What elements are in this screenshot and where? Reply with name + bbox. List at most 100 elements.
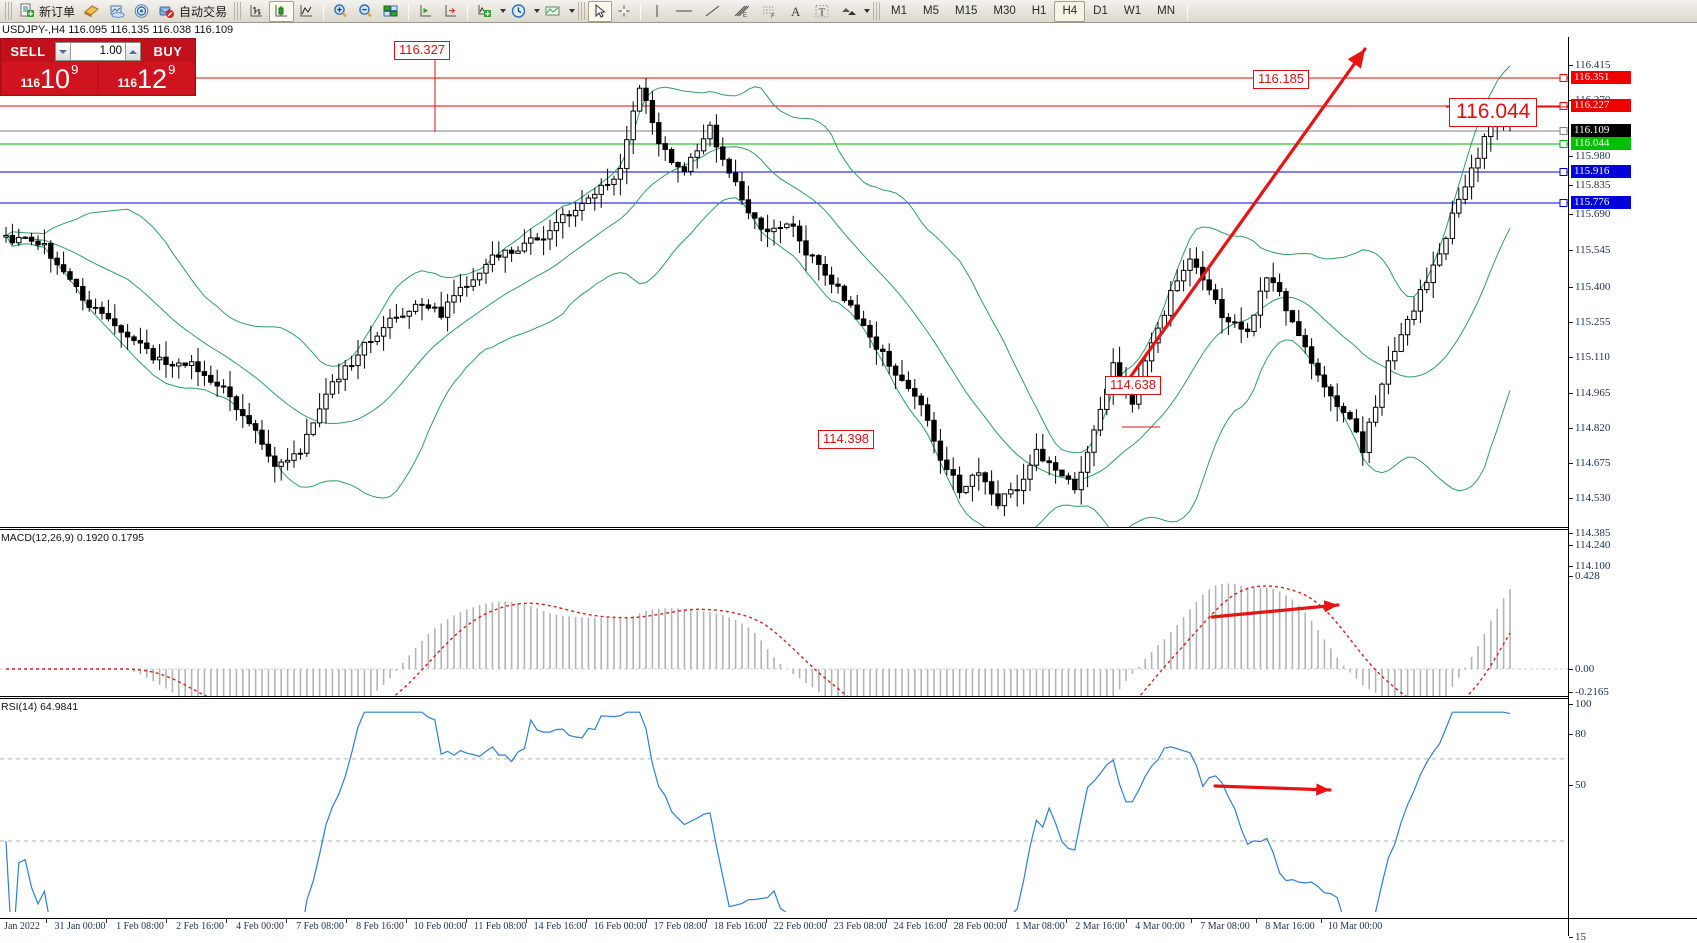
shapes-dropdown-caret[interactable]: [864, 9, 871, 13]
zoom-out-button[interactable]: [353, 1, 378, 22]
fibonacci-f-button[interactable]: F: [755, 1, 783, 22]
price-callout[interactable]: 114.638: [1105, 376, 1162, 395]
autotrading-button[interactable]: 自动交易: [154, 1, 231, 22]
cursor-button[interactable]: [588, 0, 613, 22]
time-tick: [1006, 919, 1007, 923]
time-tick: [646, 919, 647, 923]
candlesticks: [3, 78, 1513, 517]
price-marker-last-price[interactable]: 116.109: [1571, 124, 1631, 137]
signal-button[interactable]: [129, 1, 154, 22]
price-marker-support[interactable]: 115.776: [1571, 196, 1631, 209]
new-order-button[interactable]: 新订单: [15, 1, 79, 22]
shapes-button[interactable]: [835, 1, 861, 22]
price-tick: [1569, 357, 1573, 358]
toolbar-separator-1: [323, 2, 325, 20]
new-order-label: 新订单: [39, 4, 76, 19]
pane-separator-2b: [0, 698, 1568, 699]
price-tick: [1569, 393, 1573, 394]
toolbar-grip-2[interactable]: [234, 2, 242, 20]
timeframe-d1[interactable]: D1: [1093, 5, 1108, 17]
indicators-dropdown-caret[interactable]: [500, 9, 507, 13]
price-marker-support[interactable]: 115.916: [1571, 165, 1631, 178]
time-axis-label: 11 Feb 08:00: [473, 921, 527, 932]
volume-stepper[interactable]: 1.00: [55, 42, 141, 61]
period-button[interactable]: [506, 1, 531, 22]
timeframe-h4[interactable]: H4: [1054, 0, 1086, 22]
buy-button[interactable]: BUY: [153, 44, 183, 59]
price-scale-label: 115.980: [1575, 150, 1611, 162]
one-click-trading-panel[interactable]: SELL 1.00 BUY 116 10 9 116 12 9: [0, 38, 196, 96]
price-scale-label: 115.835: [1575, 179, 1611, 191]
time-tick: [946, 919, 947, 923]
volume-decrease-button[interactable]: [56, 43, 71, 60]
toolbar-grip-3[interactable]: [578, 2, 586, 20]
sell-button[interactable]: SELL: [10, 44, 46, 59]
macd-pane[interactable]: [0, 531, 1568, 696]
price-marker-resistance[interactable]: 116.227: [1571, 99, 1631, 112]
rsi-pane[interactable]: [0, 700, 1568, 912]
volume-input[interactable]: 1.00: [99, 45, 122, 57]
fibonacci-retracement-icon: F: [763, 6, 775, 19]
zoom-out-icon: [359, 4, 372, 18]
trade-panel-prices: 116 10 9 116 12 9: [1, 62, 195, 95]
candlestick-chart-button[interactable]: [269, 0, 295, 22]
timeframe-m15[interactable]: M15: [955, 5, 978, 17]
price-pane[interactable]: [0, 37, 1568, 527]
price-callout[interactable]: 114.398: [818, 430, 875, 449]
text-label-button[interactable]: T: [809, 1, 835, 22]
bar-chart-button[interactable]: [244, 1, 269, 22]
indicator-tick: [1569, 785, 1573, 786]
template-button[interactable]: [79, 1, 104, 22]
toolbar-separator-2: [408, 2, 410, 20]
timeframe-mn[interactable]: MN: [1157, 5, 1175, 17]
auto-scroll-button[interactable]: [413, 1, 438, 22]
price-callout[interactable]: 116.327: [394, 41, 451, 60]
horizontal-line-button[interactable]: [669, 1, 699, 22]
crosshair-button[interactable]: [612, 1, 636, 22]
period-dropdown-caret[interactable]: [534, 9, 541, 13]
price-tick: [1569, 498, 1573, 499]
price-scale-label: 115.255: [1575, 316, 1611, 328]
templates-button[interactable]: [540, 1, 566, 22]
time-tick: [406, 919, 407, 923]
template-icon: [84, 5, 99, 18]
publish-button[interactable]: [104, 1, 129, 22]
chart-canvas[interactable]: MACD(12,26,9) 0.1920 0.1795 RSI(14) 64.9…: [0, 37, 1697, 943]
time-tick: [1191, 919, 1192, 923]
volume-increase-button[interactable]: [125, 43, 140, 60]
price-callout[interactable]: 116.185: [1253, 70, 1310, 89]
timeframe-m30[interactable]: M30: [993, 5, 1016, 17]
zoom-in-button[interactable]: [328, 1, 353, 22]
price-scale-label: 114.240: [1575, 539, 1611, 551]
templates-dropdown-caret[interactable]: [569, 9, 576, 13]
toolbar-grip-4[interactable]: [873, 2, 881, 20]
buy-price[interactable]: 116 12 9: [99, 62, 194, 94]
timeframe-m1[interactable]: M1: [891, 5, 908, 17]
line-chart-button[interactable]: [294, 1, 319, 22]
indicators-button[interactable]: [472, 1, 497, 22]
timeframe-h1[interactable]: H1: [1031, 5, 1047, 17]
chart-shift-button[interactable]: [438, 1, 463, 22]
timeframe-m5[interactable]: M5: [923, 5, 939, 17]
time-tick: [226, 919, 227, 923]
trendline-button[interactable]: [699, 1, 727, 22]
toolbar-grip[interactable]: [5, 2, 12, 20]
price-marker-resistance[interactable]: 116.351: [1571, 71, 1631, 84]
svg-text:E: E: [743, 13, 747, 19]
price-scale[interactable]: 116.415116.270115.980115.835115.690115.5…: [1568, 37, 1697, 943]
price-callout[interactable]: 116.044: [1449, 98, 1538, 127]
timeframe-w1[interactable]: W1: [1123, 5, 1142, 17]
pane-separator-1: [0, 527, 1568, 528]
vertical-line-button[interactable]: [645, 1, 669, 22]
time-tick: [886, 919, 887, 923]
main-toolbar: 新订单 自动交易: [0, 0, 1697, 23]
data-window-button[interactable]: [378, 1, 404, 22]
fibonacci-button[interactable]: E: [727, 1, 755, 22]
buy-price-pip: 9: [168, 62, 176, 77]
indicator-scale-label: 50: [1575, 779, 1586, 791]
indicator-scale-label: 100: [1575, 698, 1592, 710]
sell-price[interactable]: 116 10 9: [2, 62, 97, 94]
text-button[interactable]: A: [783, 1, 809, 22]
price-marker-support[interactable]: 116.044: [1571, 137, 1631, 150]
time-axis-label: 1 Mar 08:00: [1015, 921, 1065, 932]
